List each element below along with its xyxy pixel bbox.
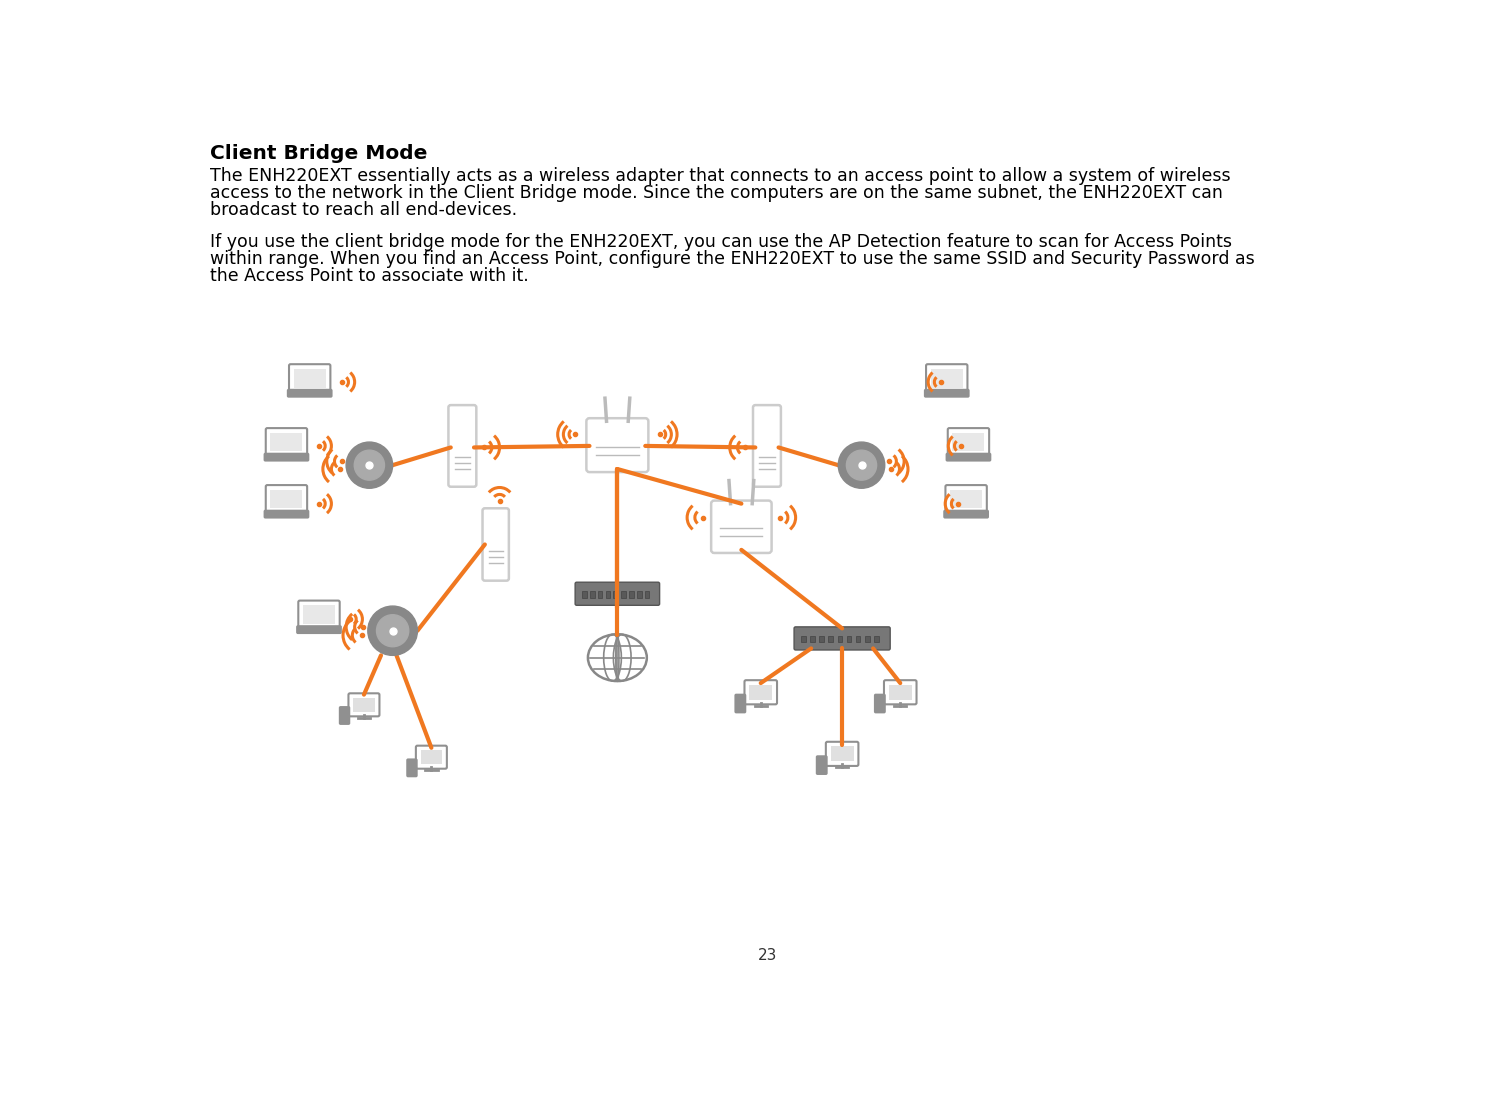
- Text: If you use the client bridge mode for the ENH220EXT, you can use the AP Detectio: If you use the client bridge mode for th…: [211, 234, 1233, 251]
- Circle shape: [376, 615, 409, 647]
- FancyBboxPatch shape: [948, 428, 989, 456]
- FancyBboxPatch shape: [407, 760, 416, 776]
- FancyBboxPatch shape: [448, 405, 476, 486]
- Circle shape: [346, 442, 392, 489]
- Text: Client Bridge Mode: Client Bridge Mode: [211, 144, 428, 164]
- FancyBboxPatch shape: [265, 485, 307, 513]
- FancyBboxPatch shape: [924, 390, 969, 396]
- FancyBboxPatch shape: [930, 369, 963, 388]
- FancyBboxPatch shape: [944, 511, 989, 517]
- FancyBboxPatch shape: [819, 636, 824, 642]
- FancyBboxPatch shape: [825, 742, 858, 766]
- FancyBboxPatch shape: [855, 636, 860, 642]
- Circle shape: [369, 606, 418, 656]
- FancyBboxPatch shape: [712, 501, 771, 553]
- FancyBboxPatch shape: [926, 365, 968, 392]
- FancyBboxPatch shape: [846, 636, 851, 642]
- Circle shape: [354, 450, 385, 480]
- Text: broadcast to reach all end-devices.: broadcast to reach all end-devices.: [211, 201, 518, 220]
- FancyBboxPatch shape: [950, 490, 983, 508]
- FancyBboxPatch shape: [745, 680, 777, 704]
- FancyBboxPatch shape: [590, 592, 595, 597]
- FancyBboxPatch shape: [303, 605, 336, 624]
- FancyBboxPatch shape: [482, 508, 509, 581]
- FancyBboxPatch shape: [265, 428, 307, 456]
- FancyBboxPatch shape: [749, 685, 773, 699]
- FancyBboxPatch shape: [297, 626, 342, 634]
- FancyBboxPatch shape: [265, 453, 309, 460]
- FancyBboxPatch shape: [586, 418, 649, 472]
- FancyBboxPatch shape: [340, 707, 349, 724]
- FancyBboxPatch shape: [875, 695, 885, 713]
- Text: 23: 23: [758, 949, 777, 963]
- FancyBboxPatch shape: [614, 592, 619, 597]
- FancyBboxPatch shape: [830, 747, 854, 761]
- FancyBboxPatch shape: [816, 757, 827, 774]
- FancyBboxPatch shape: [945, 485, 987, 513]
- FancyBboxPatch shape: [644, 592, 650, 597]
- FancyBboxPatch shape: [289, 365, 331, 392]
- Text: The ENH220EXT essentially acts as a wireless adapter that connects to an access : The ENH220EXT essentially acts as a wire…: [211, 167, 1231, 186]
- FancyBboxPatch shape: [888, 685, 912, 699]
- FancyBboxPatch shape: [884, 680, 917, 704]
- FancyBboxPatch shape: [288, 390, 331, 396]
- FancyBboxPatch shape: [810, 636, 815, 642]
- Circle shape: [846, 450, 876, 480]
- FancyBboxPatch shape: [801, 636, 806, 642]
- FancyBboxPatch shape: [349, 693, 379, 716]
- FancyBboxPatch shape: [736, 695, 745, 713]
- FancyBboxPatch shape: [753, 405, 780, 486]
- Text: the Access Point to associate with it.: the Access Point to associate with it.: [211, 267, 529, 285]
- FancyBboxPatch shape: [953, 433, 984, 451]
- FancyBboxPatch shape: [864, 636, 870, 642]
- FancyBboxPatch shape: [794, 627, 890, 650]
- FancyBboxPatch shape: [298, 601, 340, 628]
- FancyBboxPatch shape: [265, 511, 309, 517]
- FancyBboxPatch shape: [271, 490, 303, 508]
- FancyBboxPatch shape: [629, 592, 634, 597]
- FancyBboxPatch shape: [416, 746, 446, 769]
- FancyBboxPatch shape: [583, 592, 587, 597]
- FancyBboxPatch shape: [828, 636, 833, 642]
- FancyBboxPatch shape: [947, 453, 990, 460]
- FancyBboxPatch shape: [575, 582, 659, 605]
- FancyBboxPatch shape: [271, 433, 303, 451]
- FancyBboxPatch shape: [637, 592, 641, 597]
- FancyBboxPatch shape: [598, 592, 602, 597]
- FancyBboxPatch shape: [873, 636, 879, 642]
- FancyBboxPatch shape: [622, 592, 626, 597]
- Circle shape: [839, 442, 885, 489]
- Text: within range. When you find an Access Point, configure the ENH220EXT to use the : within range. When you find an Access Po…: [211, 250, 1255, 268]
- FancyBboxPatch shape: [354, 698, 374, 712]
- FancyBboxPatch shape: [837, 636, 842, 642]
- FancyBboxPatch shape: [294, 369, 325, 388]
- FancyBboxPatch shape: [605, 592, 610, 597]
- FancyBboxPatch shape: [421, 750, 442, 764]
- Text: access to the network in the Client Bridge mode. Since the computers are on the : access to the network in the Client Brid…: [211, 184, 1224, 202]
